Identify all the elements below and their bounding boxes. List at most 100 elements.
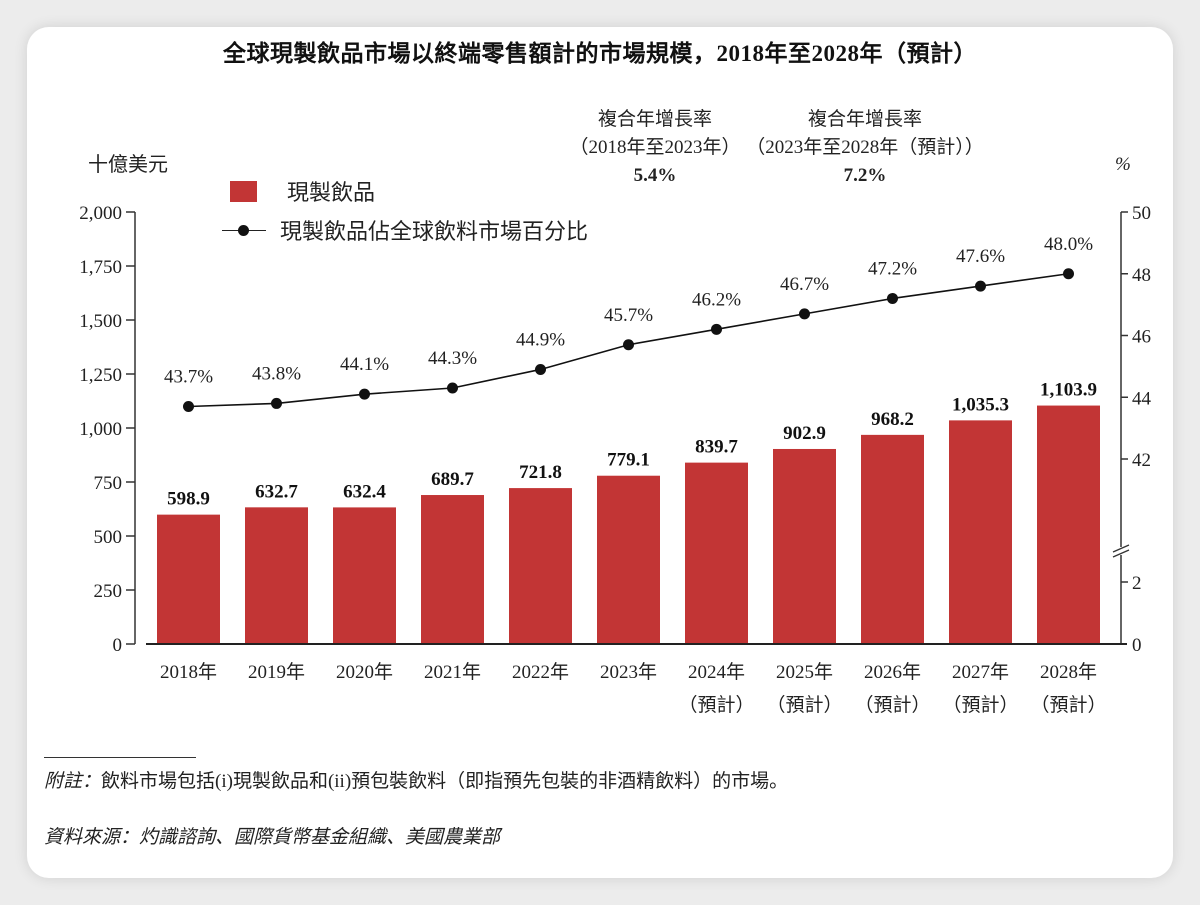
line-point [271,397,282,409]
bar [773,448,836,644]
line-point [711,323,722,335]
x-axis-tick-label: 2026年 [864,661,921,683]
x-axis-tick-note: （預計） [1030,694,1106,716]
legend-line-marker-icon [222,220,266,240]
x-axis-tick-label: 2025年 [776,661,833,683]
left-axis-tick-label: 1,500 [79,311,122,332]
x-axis-tick-note: （預計） [766,694,842,716]
cagr-period: （2018年至2023年） [569,137,741,158]
footnote-note: 附註：飲料市場包括(i)現製飲品和(ii)預包裝飲料（即指預先包裝的非酒精飲料）… [44,766,788,793]
bar-value-label: 1,035.3 [952,394,1009,415]
right-axis-tick-label: 50 [1132,203,1151,224]
cagr-label: 複合年增長率 [597,109,712,130]
right-axis-tick-label: 44 [1132,388,1152,409]
legend-label: 現製飲品佔全球飲料市場百分比 [280,219,589,244]
footnote-source: 資料來源：灼識諮詢、國際貨幣基金組織、美國農業部 [44,827,501,848]
left-axis-tick-label: 1,750 [79,257,122,278]
bar [949,420,1012,644]
bar-value-label: 632.4 [343,481,386,502]
line-point-label: 48.0% [1044,234,1093,255]
line-point-label: 43.7% [164,367,213,388]
line-point [1063,268,1074,280]
axis-break-stroke [1112,544,1130,553]
right-axis-tick-label: 2 [1132,573,1142,594]
line-point [623,339,634,351]
axis-break-stroke [1112,549,1130,558]
x-axis-tick-label: 2021年 [424,661,481,683]
bar [1037,405,1100,644]
x-axis-tick-label: 2020年 [336,661,393,683]
line-point-label: 43.8% [252,363,301,384]
line-point-label: 46.7% [780,274,829,295]
left-axis-tick-label: 1,250 [79,365,122,386]
line-point [183,401,194,413]
bar [861,434,924,644]
bar [157,514,220,644]
line-point-label: 44.3% [428,348,477,369]
x-axis-tick-label: 2022年 [512,661,569,683]
right-axis: 50 48 46 44 42 2 0 [1112,203,1152,656]
x-axis-tick-note: （預計） [854,694,930,716]
left-axis-tick-label: 250 [94,581,123,602]
bar-value-label: 779.1 [607,450,650,471]
bar-value-label: 968.2 [871,409,914,430]
chart-title: 全球現製飲品市場以終端零售額計的市場規模，2018年至2028年（預計） [223,41,977,66]
x-axis-tick-note: （預計） [942,694,1018,716]
cagr-value: 5.4% [633,165,677,186]
y-axis-unit-label: 十億美元 [88,154,168,176]
legend-label: 現製飲品 [287,180,376,205]
right-axis-tick-label: 0 [1132,635,1142,656]
note-text: 飲料市場包括(i)現製飲品和(ii)預包裝飲料（即指預先包裝的非酒精飲料）的市場… [101,771,789,792]
x-axis-tick-label: 2023年 [600,661,657,683]
cagr-period: （2023年至2028年（預計）） [746,137,984,158]
bar-value-label: 839.7 [695,437,738,458]
cagr-label: 複合年增長率 [807,109,922,130]
right-axis-tick-label: 48 [1132,265,1151,286]
line-point [535,363,546,375]
y2-axis-unit-label: % [1115,154,1131,175]
left-axis-tick-label: 750 [94,473,123,494]
legend-swatch-bar [230,180,257,202]
bar [333,507,396,644]
note-label: 附註： [44,771,102,792]
line-point-label: 44.9% [516,329,565,350]
axis-break-icon [1112,544,1130,558]
bar-value-label: 1,103.9 [1040,380,1097,401]
line-point-label: 46.2% [692,289,741,310]
left-axis-tick-label: 2,000 [79,203,122,224]
x-axis-tick-label: 2019年 [248,661,305,683]
bar-value-label: 902.9 [783,423,826,444]
bar [421,495,484,644]
cagr-2018-2023: 複合年增長率 （2018年至2023年） 5.4% [555,106,755,190]
bar-value-label: 632.7 [255,481,298,502]
bar [597,475,660,644]
right-axis-tick-label: 42 [1132,450,1151,471]
line-point [447,382,458,394]
x-axis-labels: 2018年 2019年 2020年 2021年 2022年 2023年 2024年 （預計） 2… [160,661,1107,716]
footnote-divider [44,757,196,758]
bar [245,507,308,644]
legend-item-bars: 現製飲品 [230,175,375,207]
bar-value-label: 721.8 [519,462,562,483]
x-axis-tick-label: 2027年 [952,661,1009,683]
axis-break-gap [1118,547,1124,555]
bar [685,462,748,644]
line-series: 43.7% 43.8% 44.1% 44.3% 44.9% 45.7% 46.2% 46.7%… [164,234,1093,413]
x-axis-tick-note: （預計） [678,694,754,716]
x-axis-tick-label: 2018年 [160,661,217,683]
left-axis-tick-label: 500 [94,527,123,548]
line-point-label: 47.2% [868,258,917,279]
right-axis-tick-label: 46 [1132,327,1151,348]
x-axis-tick-label: 2024年 [688,661,745,683]
line-point [887,292,898,304]
cagr-value: 7.2% [843,165,887,186]
left-axis-tick-label: 0 [113,635,123,656]
line-point [359,388,370,400]
left-axis-tick-label: 1,000 [79,419,122,440]
x-axis-tick-label: 2028年 [1040,661,1097,683]
line-point [975,280,986,292]
cagr-2023-2028: 複合年增長率 （2023年至2028年（預計）） 7.2% [740,106,990,190]
bar-value-label: 689.7 [431,469,474,490]
line-point-label: 45.7% [604,305,653,326]
